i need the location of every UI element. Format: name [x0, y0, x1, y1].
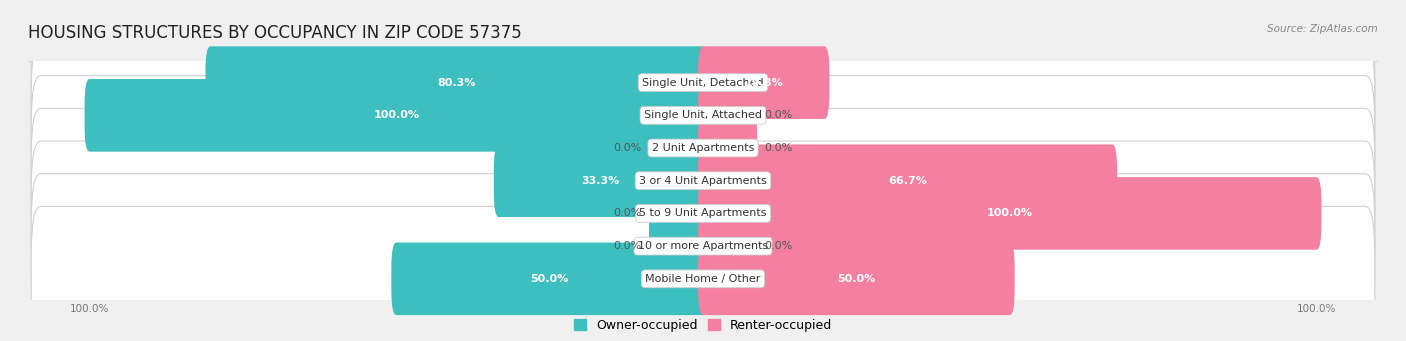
- FancyBboxPatch shape: [31, 108, 1375, 253]
- Text: 2 Unit Apartments: 2 Unit Apartments: [652, 143, 754, 153]
- FancyBboxPatch shape: [699, 177, 1322, 250]
- FancyBboxPatch shape: [650, 210, 707, 282]
- FancyBboxPatch shape: [205, 46, 707, 119]
- FancyBboxPatch shape: [31, 174, 1375, 318]
- Text: 100.0%: 100.0%: [373, 110, 419, 120]
- FancyBboxPatch shape: [84, 79, 707, 152]
- FancyBboxPatch shape: [31, 141, 1375, 286]
- Text: Source: ZipAtlas.com: Source: ZipAtlas.com: [1267, 24, 1378, 34]
- Text: 80.3%: 80.3%: [437, 78, 475, 88]
- Text: 66.7%: 66.7%: [889, 176, 927, 186]
- Text: Single Unit, Attached: Single Unit, Attached: [644, 110, 762, 120]
- Legend: Owner-occupied, Renter-occupied: Owner-occupied, Renter-occupied: [568, 314, 838, 337]
- Text: 3 or 4 Unit Apartments: 3 or 4 Unit Apartments: [640, 176, 766, 186]
- FancyBboxPatch shape: [699, 79, 756, 152]
- FancyBboxPatch shape: [699, 46, 830, 119]
- FancyBboxPatch shape: [391, 242, 707, 315]
- Text: 0.0%: 0.0%: [613, 208, 641, 219]
- FancyBboxPatch shape: [31, 206, 1375, 341]
- Text: 50.0%: 50.0%: [530, 274, 569, 284]
- Text: 19.8%: 19.8%: [744, 78, 783, 88]
- Text: 5 to 9 Unit Apartments: 5 to 9 Unit Apartments: [640, 208, 766, 219]
- FancyBboxPatch shape: [31, 10, 1375, 155]
- Text: 33.3%: 33.3%: [582, 176, 620, 186]
- Text: 0.0%: 0.0%: [765, 110, 793, 120]
- Text: 50.0%: 50.0%: [837, 274, 876, 284]
- Text: 100.0%: 100.0%: [987, 208, 1033, 219]
- FancyBboxPatch shape: [31, 43, 1375, 188]
- FancyBboxPatch shape: [699, 112, 756, 184]
- Text: 0.0%: 0.0%: [765, 143, 793, 153]
- Text: 0.0%: 0.0%: [613, 143, 641, 153]
- Text: 10 or more Apartments: 10 or more Apartments: [638, 241, 768, 251]
- Text: HOUSING STRUCTURES BY OCCUPANCY IN ZIP CODE 57375: HOUSING STRUCTURES BY OCCUPANCY IN ZIP C…: [28, 24, 522, 42]
- FancyBboxPatch shape: [494, 145, 707, 217]
- Text: Mobile Home / Other: Mobile Home / Other: [645, 274, 761, 284]
- Text: 0.0%: 0.0%: [613, 241, 641, 251]
- FancyBboxPatch shape: [699, 242, 1015, 315]
- Text: Single Unit, Detached: Single Unit, Detached: [643, 78, 763, 88]
- Text: 0.0%: 0.0%: [765, 241, 793, 251]
- FancyBboxPatch shape: [699, 145, 1118, 217]
- FancyBboxPatch shape: [699, 210, 756, 282]
- FancyBboxPatch shape: [650, 177, 707, 250]
- FancyBboxPatch shape: [650, 112, 707, 184]
- FancyBboxPatch shape: [31, 76, 1375, 220]
